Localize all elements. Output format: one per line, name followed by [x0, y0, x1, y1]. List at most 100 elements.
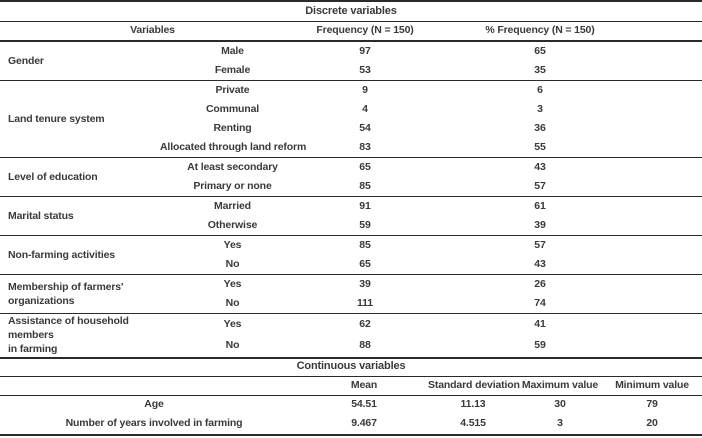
table-row: Primary or none 85 57	[0, 177, 702, 197]
category-cell: Yes	[160, 235, 305, 255]
pct-frequency-cell: 57	[425, 235, 655, 255]
pct-frequency-cell: 74	[534, 296, 546, 309]
frequency-cell: 53	[359, 63, 371, 76]
pct-frequency-cell: 6	[425, 80, 655, 100]
group-label-gender: Gender	[8, 54, 44, 67]
table-row: Level of education At least secondary 65…	[0, 157, 702, 197]
column-header-maximum: Maximum value	[518, 376, 602, 396]
category-cell: Male	[221, 44, 244, 57]
frequency-cell: 4	[362, 102, 368, 115]
category-cell: Renting	[213, 121, 252, 134]
row-label-age: Age	[144, 398, 164, 411]
category-cell: Female	[214, 63, 251, 76]
column-header-minimum: Minimum value	[602, 376, 702, 396]
empty-header-cell	[0, 376, 300, 396]
table-row: Female 53 35	[0, 61, 702, 81]
group-label-education: Level of education	[0, 157, 160, 197]
filler-cell	[655, 177, 702, 197]
minimum-cell: 20	[602, 414, 702, 436]
table-row: Variables Frequency (N = 150) % Frequenc…	[0, 21, 702, 42]
pct-frequency-cell: 43	[534, 257, 546, 270]
frequency-cell: 65	[305, 157, 425, 177]
row-label-years-farming: Number of years involved in farming	[0, 414, 300, 436]
filler-cell	[655, 294, 702, 314]
discrete-variables-table: Discrete variables Variables Frequency (…	[0, 0, 702, 357]
table-row: Land tenure system Private 9 6	[0, 80, 702, 158]
continuous-variables-table: Continuous variables Mean Standard devia…	[0, 356, 702, 436]
category-cell: Primary or none	[193, 179, 272, 192]
table-row: Communal 4 3	[0, 100, 702, 119]
filler-cell	[655, 61, 702, 81]
frequency-cell: 111	[357, 296, 373, 309]
filler-cell	[655, 157, 702, 177]
table-row: Membership of farmers' organizations Yes…	[0, 274, 702, 314]
minimum-cell: 79	[646, 398, 658, 411]
category-cell: No	[225, 339, 240, 352]
mean-cell: 54.51	[351, 398, 377, 411]
filler-cell	[655, 119, 702, 138]
column-header-frequency: Frequency (N = 150)	[305, 21, 425, 42]
table-row: Discrete variables	[0, 1, 702, 22]
category-cell: Married	[160, 196, 305, 216]
table-row: Renting 54 36	[0, 119, 702, 138]
group-label-assistance: Assistance of household members in farmi…	[0, 312, 160, 357]
pct-frequency-cell: 43	[425, 157, 655, 177]
pct-frequency-cell: 36	[534, 121, 546, 134]
maximum-cell: 3	[518, 414, 602, 436]
pct-frequency-cell: 65	[534, 44, 546, 57]
table-row: Gender Male 97 65	[0, 41, 702, 67]
table-row: No 65 43	[0, 255, 702, 275]
filler-cell	[655, 138, 702, 158]
pct-frequency-cell: 39	[534, 218, 546, 231]
filler-cell	[655, 335, 702, 356]
filler-cell	[655, 255, 702, 275]
frequency-cell: 91	[305, 196, 425, 216]
maximum-cell: 30	[554, 398, 566, 411]
category-cell: Otherwise	[207, 218, 258, 231]
frequency-cell: 62	[305, 313, 425, 336]
table-row: Marital status Married 91 61	[0, 196, 702, 236]
table-row: Age 54.51 11.13 30 79	[0, 395, 702, 415]
pct-frequency-cell: 26	[425, 274, 655, 294]
filler-cell	[655, 313, 702, 336]
frequency-cell: 88	[359, 339, 371, 352]
column-header-pct-frequency: % Frequency (N = 150)	[425, 21, 655, 42]
discrete-table-title: Discrete variables	[0, 1, 702, 22]
frequency-cell: 97	[359, 44, 371, 57]
filler-cell	[655, 196, 702, 216]
frequency-cell: 9	[305, 80, 425, 100]
pct-frequency-cell: 61	[425, 196, 655, 216]
filler-cell	[655, 100, 702, 119]
group-label-marital-status: Marital status	[0, 196, 160, 236]
frequency-cell: 39	[305, 274, 425, 294]
frequency-cell: 54	[359, 121, 371, 134]
pct-frequency-cell: 59	[534, 339, 546, 352]
frequency-cell: 85	[359, 179, 371, 192]
group-label-membership: Membership of farmers' organizations	[0, 274, 160, 314]
table-row: Otherwise 59 39	[0, 216, 702, 236]
category-cell: Allocated through land reform	[160, 140, 307, 153]
pct-frequency-cell: 57	[534, 179, 546, 192]
category-cell: Communal	[205, 102, 260, 115]
filler-cell	[655, 216, 702, 236]
pct-frequency-cell: 35	[534, 63, 546, 76]
group-label-land-tenure: Land tenure system	[0, 80, 160, 158]
frequency-cell: 65	[359, 257, 371, 270]
filler-cell	[655, 274, 702, 294]
category-cell: Yes	[160, 313, 305, 336]
table-row: Continuous variables	[0, 357, 702, 377]
table-row: Number of years involved in farming 9.46…	[0, 414, 702, 436]
column-header-mean: Mean	[300, 376, 428, 396]
std-deviation-cell: 4.515	[428, 414, 518, 436]
table-row: Non-farming activities Yes 85 57	[0, 235, 702, 275]
filler-cell	[655, 235, 702, 255]
table-row: No 88 59	[0, 335, 702, 356]
continuous-table-title: Continuous variables	[0, 357, 702, 377]
pct-frequency-cell: 41	[425, 313, 655, 336]
column-header-filler	[655, 21, 702, 42]
category-cell: Private	[160, 80, 305, 100]
category-cell: Yes	[160, 274, 305, 294]
filler-cell	[655, 41, 702, 61]
category-cell: At least secondary	[160, 157, 305, 177]
